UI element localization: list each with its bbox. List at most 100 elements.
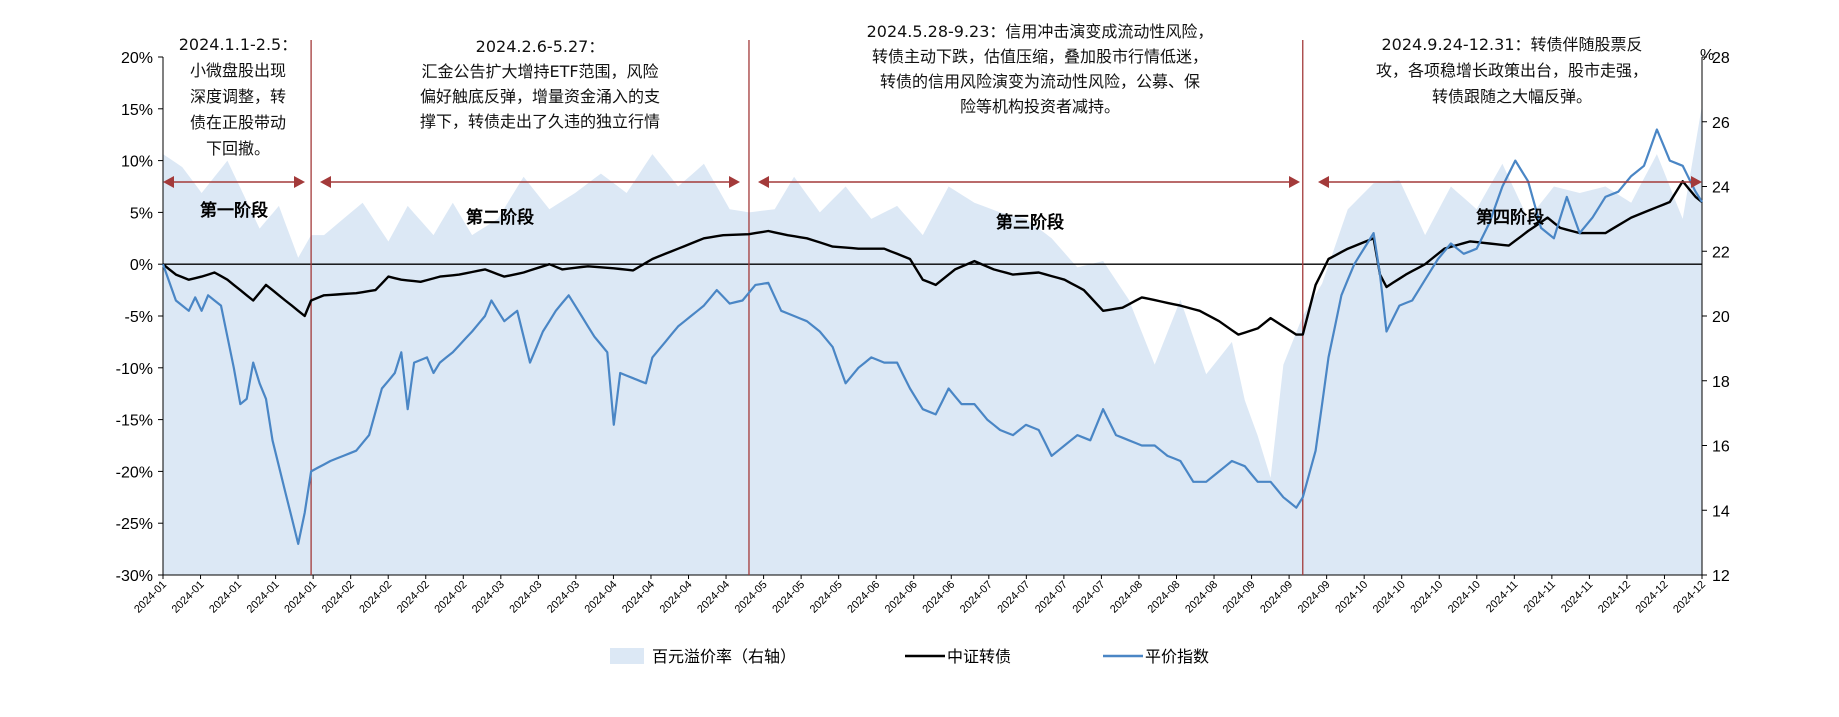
legend: 百元溢价率（右轴） 中证转债 平价指数 [610,647,1209,666]
x-tick-label: 2024-10 [1446,579,1483,616]
left-tick-label: -25% [116,516,153,533]
x-tick-label: 2024-05 [770,579,807,616]
x-tick-label: 2024-10 [1371,579,1408,616]
stage-annotation-line: 险等机构投资者减持。 [960,97,1120,116]
x-tick-label: 2024-07 [958,579,995,616]
x-tick-label: 2024-07 [995,579,1032,616]
premium-area-series [163,105,1702,575]
stage-annotation-line: 汇金公告扩大增持ETF范围，风险 [421,62,658,81]
x-tick-label: 2024-02 [432,579,469,616]
stage-arrowhead [163,176,174,188]
right-tick-label: 26 [1712,115,1730,132]
x-tick-label: 2024-08 [1146,579,1183,616]
stage-annotation-line: 下回撤。 [206,139,270,158]
x-tick-label: 2024-04 [583,579,620,616]
x-tick-label: 2024-02 [320,579,357,616]
x-tick-label: 2024-07 [1071,579,1108,616]
right-tick-label: 22 [1712,244,1730,261]
x-tick-label: 2024-12 [1596,579,1633,616]
stage-annotation: 2024.9.24-12.31：转债伴随股票反攻，各项稳增长政策出台，股市走强，… [1376,35,1648,106]
legend-swatch-premium [610,648,644,664]
x-tick-label: 2024-09 [1221,579,1258,616]
right-axis-unit: % [1700,47,1714,64]
x-tick-label: 2024-01 [207,579,244,616]
x-tick-label: 2024-11 [1522,579,1558,615]
stage-label: 第四阶段 [1476,207,1544,228]
left-tick-label: 0% [130,257,153,274]
x-tick-label: 2024-03 [545,579,582,616]
x-tick-label: 2024-04 [620,579,657,616]
x-tick-label: 2024-12 [1671,579,1708,616]
line-series-layer [161,128,1703,545]
stage-annotation-line: 转债主动下跌，估值压缩，叠加股市行情低迷， [872,47,1208,66]
x-tick-label: 2024-08 [1183,579,1220,616]
x-tick-label: 2024-02 [357,579,394,616]
stage-annotation-line: 偏好触底反弹，增量资金涌入的支 [420,87,660,106]
stage-arrowhead [758,176,769,188]
stage-annotation: 2024.5.28-9.23：信用冲击演变成流动性风险， 转债主动下跌，估值压缩，… [867,22,1214,116]
x-tick-label: 2024-05 [733,579,770,616]
stage-annotation-line: 2024.1.1-2.5： [179,35,297,54]
x-tick-label: 2024-11 [1559,579,1595,615]
x-tick-label: 2024-12 [1634,579,1671,616]
stage-arrowhead [320,176,331,188]
legend-label: 百元溢价率（右轴） [652,647,796,666]
legend-label: 平价指数 [1145,647,1209,666]
right-tick-label: 18 [1712,374,1730,391]
x-tick-label: 2024-06 [920,579,957,616]
stage-annotation-line: 攻，各项稳增长政策出台，股市走强， [1376,61,1648,80]
stage-arrowhead [1289,176,1300,188]
left-tick-label: 20% [121,50,153,67]
x-tick-label: 2024-01 [245,579,282,616]
stage-annotation: 2024.2.6-5.27： 汇金公告扩大增持ETF范围，风险偏好触底反弹，增量资… [420,37,660,131]
stage-annotation-line: 撑下，转债走出了久违的独立行情 [420,112,660,131]
right-tick-label: 24 [1712,180,1730,197]
left-tick-label: -15% [116,413,153,430]
right-tick-label: 12 [1712,568,1730,585]
x-tick-label: 2024-03 [470,579,507,616]
premium-area [163,105,1702,575]
legend-label: 中证转债 [947,647,1011,666]
stage-annotation-line: 债在正股带动 [190,113,286,132]
left-tick-label: 15% [121,102,153,119]
x-tick-label: 2024-01 [170,579,207,616]
stage-annotation-line: 小微盘股出现 [190,61,286,80]
stage-label: 第二阶段 [466,207,534,228]
x-tick-label: 2024-10 [1408,579,1445,616]
stage-label: 第一阶段 [200,200,268,221]
right-tick-label: 28 [1712,50,1730,67]
x-tick-label: 2024-01 [282,579,319,616]
right-tick-label: 20 [1712,309,1730,326]
x-tick-label: 2024-09 [1258,579,1295,616]
x-tick-label: 2024-07 [1033,579,1070,616]
x-tick-label: 2024-04 [695,579,732,616]
left-tick-label: -20% [116,464,153,481]
stage-annotation-line: 2024.5.28-9.23：信用冲击演变成流动性风险， [867,22,1214,41]
x-tick-label: 2024-04 [658,579,695,616]
left-tick-label: -5% [125,309,153,326]
left-tick-label: 10% [121,154,153,171]
left-tick-label: -10% [116,361,153,378]
left-tick-label: 5% [130,205,153,222]
right-tick-label: 16 [1712,439,1730,456]
stage-annotation-line: 深度调整，转 [190,87,286,106]
stage-arrowhead [294,176,305,188]
stage-arrowhead [729,176,740,188]
x-tick-label: 2024-02 [395,579,432,616]
right-tick-label: 14 [1712,503,1730,520]
x-tick-label: 2024-10 [1333,579,1370,616]
stage-annotation-line: 2024.2.6-5.27： [476,37,605,56]
stage-annotation-line: 转债跟随之大幅反弹。 [1432,87,1592,106]
x-tick-label: 2024-05 [808,579,845,616]
left-tick-label: -30% [116,568,153,585]
stage-label: 第三阶段 [996,212,1064,233]
stage-annotation-line: 2024.9.24-12.31：转债伴随股票反 [1381,35,1642,54]
x-tick-label: 2024-11 [1484,579,1520,615]
x-tick-label: 2024-09 [1296,579,1333,616]
stage-arrowhead [1691,176,1702,188]
annotation-layer: 第一阶段 2024.1.1-2.5： 小微盘股出现深度调整，转债在正股带动下回撤。第… [163,22,1702,233]
parity-index-line [161,128,1703,545]
stage-annotation-line: 转债的信用风险演变为流动性风险，公募、保 [880,72,1200,91]
